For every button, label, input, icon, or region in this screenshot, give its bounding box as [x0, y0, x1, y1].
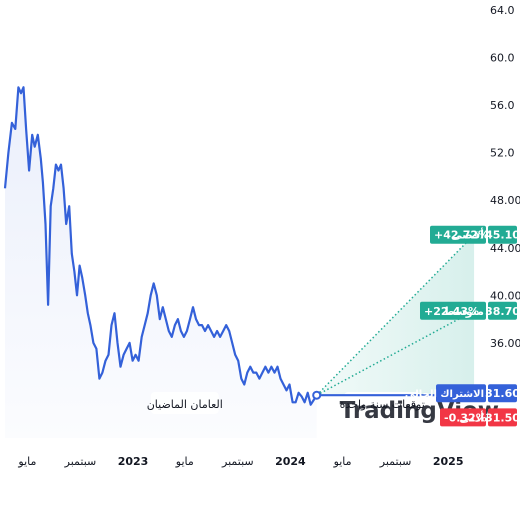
forecast-avg-label: متوسط: [443, 305, 484, 318]
current-label-bg: [436, 384, 486, 403]
x-tick-label: مايو: [333, 455, 352, 468]
y-tick-label: 48.00: [490, 194, 520, 207]
forecast-avg-value-bg: [488, 301, 517, 320]
forecast-min-value: 31.50: [485, 411, 520, 424]
y-tick-label: 64.0: [490, 4, 515, 17]
x-tick-label: 2025: [433, 455, 464, 468]
x-tick-label: 2023: [118, 455, 149, 468]
forecast-labels: +42.72%أقصى 45.10 +22.43%متوسط 38.70 الاشترا…: [405, 225, 520, 427]
forecast-caption-bg: [344, 392, 421, 414]
x-tick-label: سبتمبر: [64, 455, 97, 468]
x-tick-label: سبتمبر: [379, 455, 412, 468]
y-tick-label: 52.0: [490, 147, 515, 160]
forecast-avg-label-bg: [420, 301, 486, 320]
forecast-line-0: [316, 234, 475, 396]
forecast-caption: توقعات سنة واحدة: [340, 398, 425, 411]
y-tick-label: 56.0: [490, 99, 515, 112]
y-tick-label: 36.00: [490, 337, 520, 350]
forecast-max-value-bg: [488, 225, 517, 244]
forecast-avg-pct: +22.43%: [424, 305, 479, 318]
current-label: الاشتراك الحالي: [405, 389, 484, 400]
x-tick-label: 2024: [275, 455, 306, 468]
forecast-max-label-bg: [430, 225, 486, 244]
x-tick-label: سبتمبر: [221, 455, 254, 468]
x-tick-label: مايو: [17, 455, 36, 468]
forecast-avg-value: 38.70: [485, 305, 520, 318]
current-value-bg: [488, 384, 517, 403]
history-caption: العامان الماضيان: [147, 398, 223, 411]
history-area-fill: [5, 87, 317, 439]
forecast-min-value-bg: [488, 408, 517, 427]
x-axis: مايو سبتمبر 2023 مايو سبتمبر 2024 مايو سبتمبر 20…: [17, 455, 463, 468]
current-value: 31.60: [485, 387, 520, 400]
forecast-min-pct: -0.32%: [444, 411, 487, 424]
chart-background-layer: العامان الماضيان توقعات سنة واحدة: [5, 87, 475, 439]
y-tick-label: 40.00: [490, 289, 520, 302]
x-tick-label: مايو: [175, 455, 194, 468]
forecast-max-label: أقصى: [451, 228, 484, 242]
forecast-min-label-bg: [440, 408, 486, 427]
current-price-marker: [312, 390, 322, 400]
y-axis: 36.00 40.00 44.00 48.00 52.0 56.0 60.0 64.0: [490, 4, 520, 350]
forecast-min-label: أدنى: [459, 410, 484, 424]
forecast-line-1: [316, 310, 475, 396]
forecast-max-value: 45.10: [485, 229, 520, 242]
history-caption-bg: [150, 392, 219, 414]
history-price-line: [3, 86, 318, 406]
y-tick-label: 44.00: [490, 242, 520, 255]
forecast-max-pct: +42.72%: [434, 229, 489, 242]
y-tick-label: 60.0: [490, 52, 515, 65]
